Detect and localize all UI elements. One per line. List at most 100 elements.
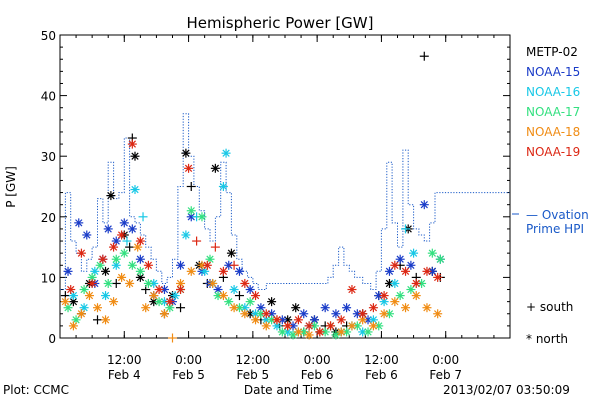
noaa-19-north-point <box>109 242 119 252</box>
noaa-17-north-point <box>224 297 234 307</box>
noaa-15-north-point <box>395 254 405 264</box>
marker-stroke <box>267 316 276 324</box>
noaa-18-south-point <box>168 333 177 343</box>
marker-stroke <box>375 322 383 330</box>
marker-stroke <box>434 273 442 282</box>
marker-stroke <box>69 297 78 306</box>
marker-stroke <box>332 331 340 339</box>
noaa-18-north-point <box>109 297 119 307</box>
plot-area <box>59 34 511 339</box>
noaa-19-north-point <box>127 139 137 149</box>
noaa-18-north-point <box>101 315 111 325</box>
noaa-17-north-point <box>197 212 207 222</box>
x-tick-date: Feb 5 <box>172 368 205 382</box>
x-tick-date: Feb 6 <box>301 368 334 382</box>
noaa-19-north-point <box>422 266 432 276</box>
marker-stroke <box>396 255 404 263</box>
noaa-17-north-point <box>111 254 121 264</box>
marker-stroke <box>69 291 78 300</box>
plot-frame <box>59 34 511 339</box>
metp-02-north-point <box>101 266 111 276</box>
marker-stroke <box>182 149 190 157</box>
noaa-18-north-point <box>422 303 432 313</box>
marker-stroke <box>235 267 244 276</box>
marker-stroke <box>284 316 292 324</box>
noaa-16-north-point <box>101 291 111 301</box>
noaa-18-north-point <box>186 266 196 276</box>
marker-stroke <box>375 291 383 300</box>
marker-stroke <box>412 291 420 300</box>
south-marker-legend: + south <box>526 300 573 314</box>
marker-stroke <box>125 279 134 288</box>
noaa-16-north-point <box>390 278 400 288</box>
marker-stroke <box>380 297 388 306</box>
x-tick-time: 0:00 <box>304 353 331 367</box>
legend-entry-noaa-15: NOAA-15 <box>526 65 580 79</box>
marker-stroke <box>310 316 319 324</box>
marker-stroke <box>251 310 260 318</box>
noaa-18-north-point <box>60 297 70 307</box>
noaa-18-north-point <box>293 327 303 337</box>
marker-stroke <box>88 273 96 282</box>
chart-title: Hemispheric Power [GW] <box>187 14 374 32</box>
marker-stroke <box>241 304 249 312</box>
noaa-16-north-point <box>221 148 231 158</box>
marker-stroke <box>64 304 72 312</box>
marker-stroke <box>294 328 303 336</box>
marker-stroke <box>144 279 153 288</box>
noaa-17-north-point <box>186 206 196 216</box>
noaa-19-south-point <box>229 260 239 270</box>
marker-stroke <box>117 273 126 282</box>
metp-02-north-point <box>210 163 220 173</box>
marker-stroke <box>401 304 410 312</box>
marker-stroke <box>69 322 78 330</box>
marker-stroke <box>423 304 431 312</box>
noaa-18-north-point <box>125 278 135 288</box>
marker-stroke <box>61 297 70 306</box>
marker-stroke <box>246 310 254 318</box>
marker-stroke <box>184 164 193 172</box>
marker-stroke <box>64 267 72 276</box>
x-tick-date: Feb 4 <box>108 368 141 382</box>
noaa-18-north-point <box>401 303 411 313</box>
noaa-18-north-point <box>251 315 261 325</box>
marker-stroke <box>117 231 126 239</box>
noaa-18-north-point <box>240 309 250 319</box>
noaa-19-north-point <box>154 285 164 295</box>
noaa-19-north-point <box>251 291 261 301</box>
noaa-19-north-point <box>76 248 86 258</box>
noaa-17-north-point <box>417 278 427 288</box>
noaa-17-north-point <box>234 303 244 313</box>
noaa-19-north-point <box>143 260 153 270</box>
marker-stroke <box>144 261 153 269</box>
legend-entry-metp-02: METP-02 <box>526 45 578 59</box>
marker-stroke <box>380 310 388 318</box>
metp-02-north-point <box>291 303 301 313</box>
noaa-17-north-point <box>277 327 287 337</box>
marker-stroke <box>257 310 265 318</box>
y-tick-label: 0 <box>48 332 56 346</box>
marker-stroke <box>278 328 286 336</box>
noaa-17-north-point <box>87 272 97 282</box>
marker-stroke <box>203 261 211 269</box>
marker-stroke <box>101 267 110 276</box>
marker-stroke <box>187 207 195 215</box>
noaa-17-north-point <box>245 297 255 307</box>
noaa-17-north-point <box>435 254 445 264</box>
marker-stroke <box>227 249 236 257</box>
noaa-18-north-point <box>176 278 186 288</box>
marker-stroke <box>222 149 230 157</box>
noaa-18-north-point <box>347 321 357 331</box>
noaa-19-south-point <box>210 242 220 252</box>
marker-stroke <box>262 316 270 324</box>
marker-stroke <box>136 267 145 276</box>
noaa-19-north-point <box>326 321 336 331</box>
metp-02-north-point <box>267 297 277 307</box>
data-points <box>60 51 445 343</box>
marker-stroke <box>409 249 418 257</box>
x-tick-date: Feb 5 <box>237 368 270 382</box>
marker-stroke <box>292 304 300 312</box>
marker-stroke <box>353 322 361 330</box>
marker-stroke <box>155 285 163 294</box>
